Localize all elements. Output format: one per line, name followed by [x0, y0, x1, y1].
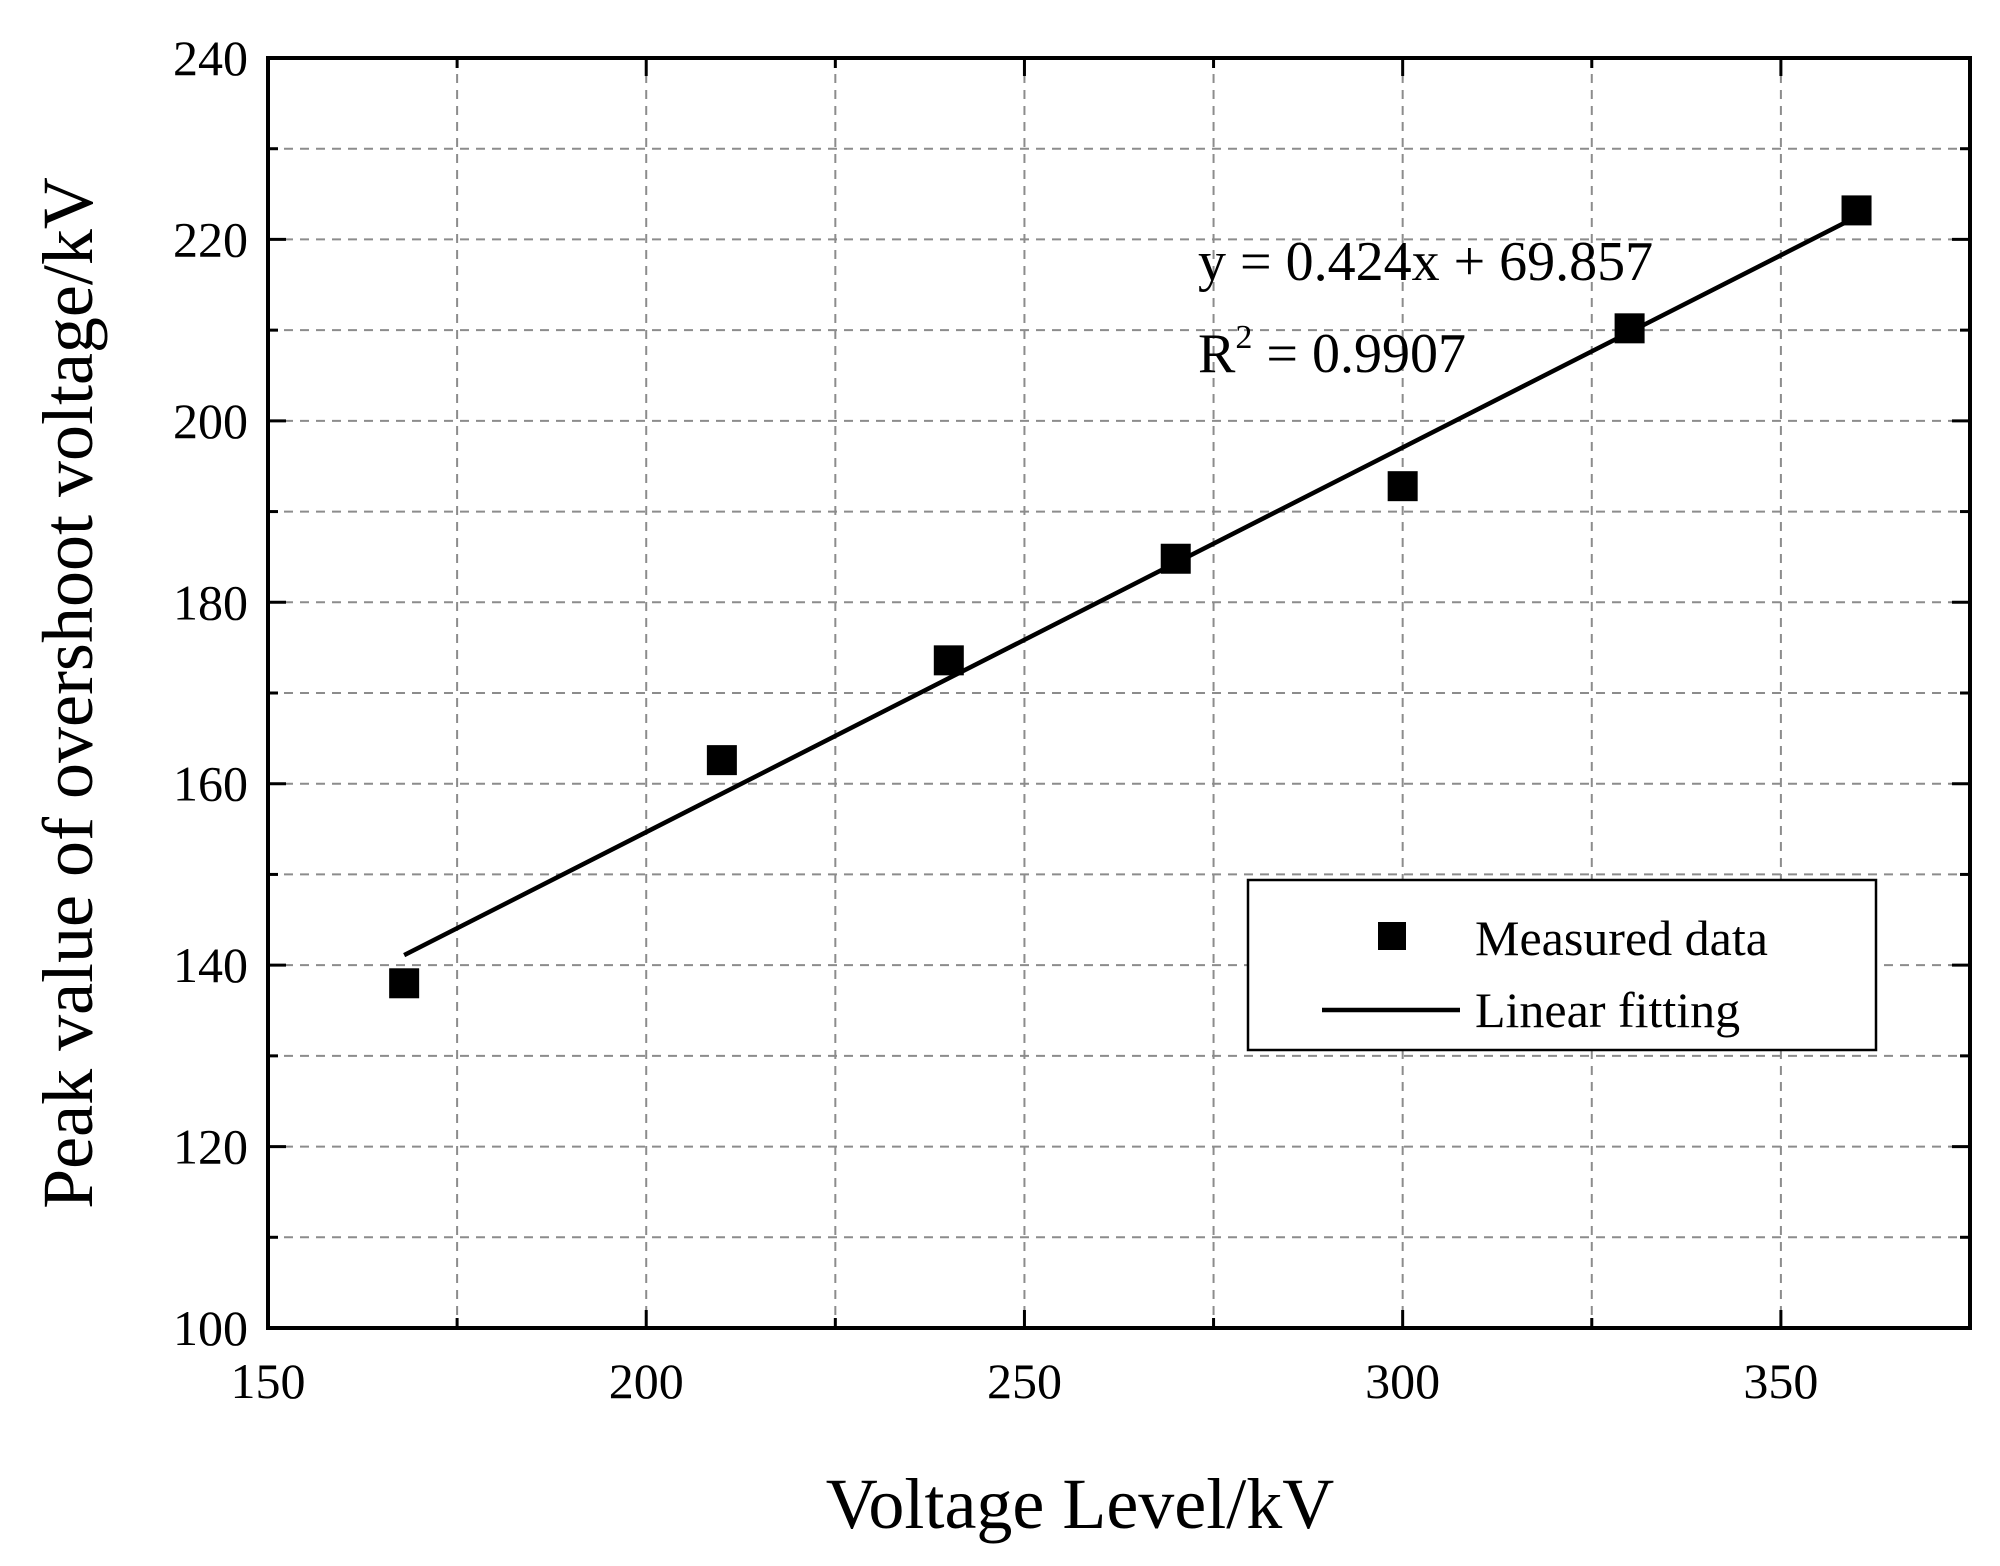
y-tick-label: 240: [173, 30, 248, 86]
data-point-marker: [1841, 195, 1872, 226]
x-tick-label: 250: [987, 1353, 1062, 1409]
r-squared: R2 = 0.9907: [1198, 319, 1466, 385]
data-point-marker: [706, 745, 737, 776]
legend-label-measured: Measured data: [1475, 910, 1768, 966]
data-point-marker: [1614, 313, 1645, 344]
y-tick-label: 200: [173, 393, 248, 449]
r-squared-value: = 0.9907: [1252, 323, 1466, 385]
legend: Measured data Linear fitting: [1246, 878, 1878, 1052]
x-tick-labels: 150 200 250 300 350: [231, 1353, 1819, 1409]
legend-box: [1246, 878, 1878, 1052]
fit-equation: y = 0.424x + 69.857: [1198, 231, 1653, 293]
x-tick-label: 350: [1743, 1353, 1818, 1409]
grid-lines: [268, 58, 1970, 1328]
data-point-marker: [389, 968, 420, 999]
x-tick-label: 150: [231, 1353, 306, 1409]
x-axis-title: Voltage Level/kV: [826, 1464, 1335, 1544]
y-tick-label: 120: [173, 1119, 248, 1175]
y-tick-label: 220: [173, 211, 248, 267]
y-axis-title: Peak value of overshoot voltage/kV: [28, 177, 108, 1209]
series: [389, 195, 1872, 999]
x-tick-label: 300: [1365, 1353, 1440, 1409]
x-tick-label: 200: [609, 1353, 684, 1409]
r-squared-superscript: 2: [1235, 319, 1252, 356]
legend-marker-measured: [1378, 922, 1406, 950]
data-point-marker: [1387, 471, 1418, 502]
r-squared-prefix: R: [1198, 323, 1236, 385]
y-tick-label: 140: [173, 937, 248, 993]
y-tick-label: 100: [173, 1300, 248, 1356]
y-tick-label: 160: [173, 756, 248, 812]
linear-fit-line: [403, 214, 1858, 958]
data-point-marker: [1160, 543, 1191, 574]
axis-ticks: [266, 56, 1972, 1330]
y-tick-label: 180: [173, 574, 248, 630]
data-point-marker: [933, 645, 964, 676]
y-tick-labels: 100 120 140 160 180 200 220 240: [173, 30, 248, 1356]
fit-equation-annotation: y = 0.424x + 69.857 R2 = 0.9907: [1198, 231, 1653, 385]
legend-label-linear: Linear fitting: [1475, 982, 1740, 1038]
